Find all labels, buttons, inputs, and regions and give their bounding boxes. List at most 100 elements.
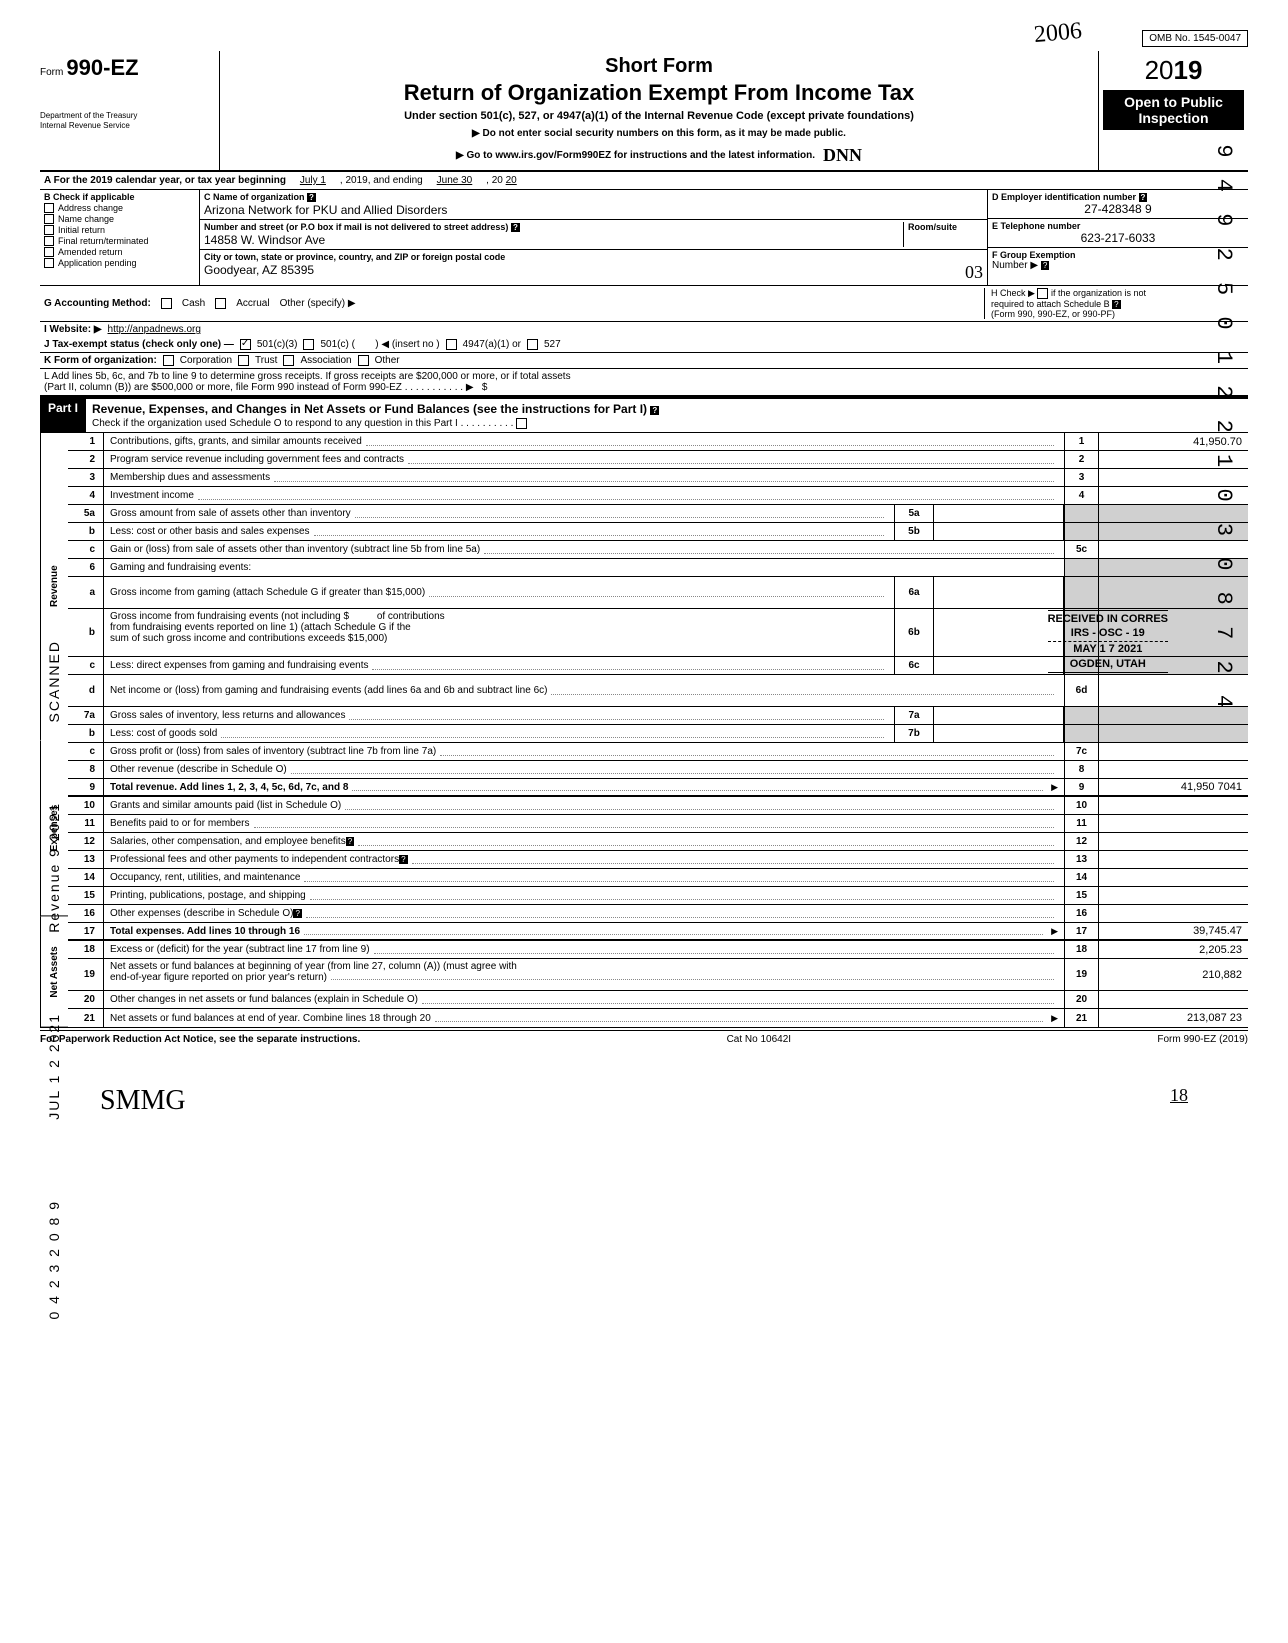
subtitle: Under section 501(c), 527, or 4947(a)(1)…	[230, 110, 1088, 122]
line-15: 15 Printing, publications, postage, and …	[68, 887, 1248, 905]
line-15-val	[1098, 887, 1248, 904]
line-9-num: 9	[68, 779, 104, 795]
irs-label: Internal Revenue Service	[40, 121, 213, 131]
line-7c-desc: Gross profit or (loss) from sales of inv…	[110, 746, 436, 757]
line-8-num: 8	[68, 761, 104, 778]
b-item-5: Application pending	[58, 258, 137, 268]
chk-527[interactable]	[527, 339, 538, 350]
l-text1: L Add lines 5b, 6c, and 7b to line 9 to …	[44, 371, 1244, 382]
line-19-box: 19	[1064, 959, 1098, 990]
line-18-box: 18	[1064, 941, 1098, 958]
line-6d-num: d	[68, 675, 104, 706]
short-form-title: Short Form	[230, 55, 1088, 78]
stamp-ogden: OGDEN, UTAH	[1048, 657, 1168, 671]
f-label2: Number ▶	[992, 260, 1038, 271]
line-12-desc: Salaries, other compensation, and employ…	[110, 836, 346, 847]
chk-4947[interactable]	[446, 339, 457, 350]
line-16-desc: Other expenses (describe in Schedule O)	[110, 908, 293, 919]
chk-initial-return[interactable]	[44, 225, 54, 235]
phone-value: 623-217-6033	[992, 231, 1244, 245]
line-6-desc: Gaming and fundraising events:	[110, 562, 251, 573]
i-label: I Website: ▶	[44, 324, 102, 335]
row-l-gross-receipts: L Add lines 5b, 6c, and 7b to line 9 to …	[40, 369, 1248, 397]
handwritten-dnn: DNN	[823, 145, 862, 166]
help-icon: ?	[307, 193, 316, 202]
line-14-val	[1098, 869, 1248, 886]
chk-name-change[interactable]	[44, 214, 54, 224]
line-3: 3 Membership dues and assessments 3	[68, 469, 1248, 487]
line-14-desc: Occupancy, rent, utilities, and maintena…	[110, 872, 300, 883]
line-5b-num: b	[68, 523, 104, 540]
line-11-num: 11	[68, 815, 104, 832]
row-j-tax-status: J Tax-exempt status (check only one) — 5…	[40, 337, 1248, 353]
line-19: 19 Net assets or fund balances at beginn…	[68, 959, 1248, 991]
line-21-desc: Net assets or fund balances at end of ye…	[110, 1013, 431, 1024]
h-text4: (Form 990, 990-EZ, or 990-PF)	[991, 309, 1115, 319]
ein-value: 27-428348 9	[992, 202, 1244, 216]
g-accrual: Accrual	[236, 298, 269, 309]
line-5a-sub: 5a	[894, 505, 934, 522]
help-icon: ?	[399, 855, 407, 864]
h-text2: if the organization is not	[1051, 288, 1146, 298]
chk-accrual[interactable]	[215, 298, 226, 309]
line-7b-boxshade	[1064, 725, 1098, 742]
line-11-desc: Benefits paid to or for members	[110, 818, 250, 829]
org-address: 14858 W. Windsor Ave	[204, 233, 903, 247]
chk-trust[interactable]	[238, 355, 249, 366]
line-10: 10 Grants and similar amounts paid (list…	[68, 797, 1248, 815]
line-7a: 7a Gross sales of inventory, less return…	[68, 707, 1248, 725]
chk-501c[interactable]	[303, 339, 314, 350]
line-6a-boxshade	[1064, 577, 1098, 608]
website-url: http://anpadnews.org	[108, 324, 201, 335]
line-16-num: 16	[68, 905, 104, 922]
chk-h[interactable]	[1037, 288, 1048, 299]
footer-left: For Paperwork Reduction Act Notice, see …	[40, 1034, 360, 1045]
line-17-val: 39,745.47	[1098, 923, 1248, 939]
form-header: Form 990-EZ Department of the Treasury I…	[40, 51, 1248, 172]
line-5b-boxshade	[1064, 523, 1098, 540]
line-7b-valshade	[1098, 725, 1248, 742]
line-5b-sub: 5b	[894, 523, 934, 540]
line-7b-num: b	[68, 725, 104, 742]
line-10-box: 10	[1064, 797, 1098, 814]
stamp-irs: IRS - OSC - 19	[1048, 626, 1168, 640]
line-15-box: 15	[1064, 887, 1098, 904]
col-def: D Employer identification number ? 27-42…	[988, 190, 1248, 285]
line-4-num: 4	[68, 487, 104, 504]
c-name-label: C Name of organization	[204, 192, 305, 202]
line-5a-boxshade	[1064, 505, 1098, 522]
chk-application-pending[interactable]	[44, 258, 54, 268]
chk-final-return[interactable]	[44, 236, 54, 246]
line-5c-desc: Gain or (loss) from sale of assets other…	[110, 544, 480, 555]
line-18-val: 2,205.23	[1098, 941, 1248, 958]
chk-address-change[interactable]	[44, 203, 54, 213]
year-begin: July 1	[300, 175, 326, 186]
line-12: 12 Salaries, other compensation, and emp…	[68, 833, 1248, 851]
chk-501c3[interactable]	[240, 339, 251, 350]
received-stamp: RECEIVED IN CORRES IRS - OSC - 19 MAY 1 …	[1048, 610, 1168, 673]
line-9-box: 9	[1064, 779, 1098, 795]
line-6b-d1: Gross income from fundraising events (no…	[110, 611, 349, 622]
j-501c3: 501(c)(3)	[257, 339, 298, 350]
side-net-assets: Net Assets	[40, 917, 68, 1028]
b-item-0: Address change	[58, 203, 123, 213]
chk-corporation[interactable]	[163, 355, 174, 366]
handwritten-year: 2006	[1033, 18, 1083, 49]
chk-cash[interactable]	[161, 298, 172, 309]
row-g-h: G Accounting Method: Cash Accrual Other …	[40, 286, 1248, 322]
line-21-num: 21	[68, 1009, 104, 1027]
part-1-title: Revenue, Expenses, and Changes in Net As…	[92, 402, 647, 416]
line-7b-subval	[934, 725, 1064, 742]
line-8-box: 8	[1064, 761, 1098, 778]
chk-amended-return[interactable]	[44, 247, 54, 257]
help-icon: ?	[293, 909, 301, 918]
line-6b-num: b	[68, 609, 104, 656]
b-item-2: Initial return	[58, 225, 105, 235]
chk-association[interactable]	[283, 355, 294, 366]
line-7a-boxshade	[1064, 707, 1098, 724]
line-19-d2: end-of-year figure reported on prior yea…	[110, 972, 327, 983]
chk-schedule-o[interactable]	[516, 418, 527, 429]
chk-other-org[interactable]	[358, 355, 369, 366]
line-5a-desc: Gross amount from sale of assets other t…	[110, 508, 351, 519]
j-501c: 501(c) (	[320, 339, 354, 350]
